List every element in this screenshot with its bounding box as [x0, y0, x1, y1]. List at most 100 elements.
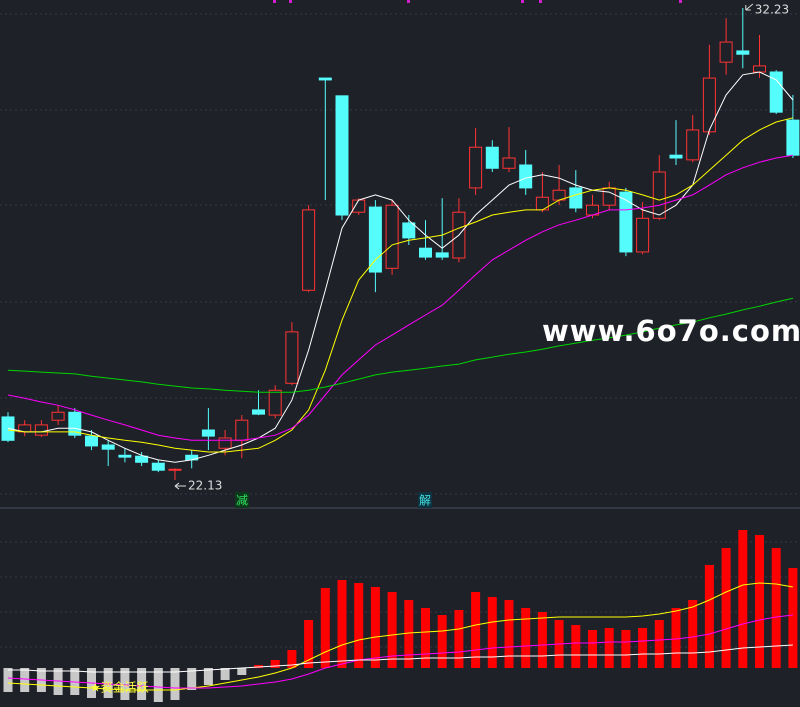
histogram-bar: [537, 612, 547, 668]
signal-box: [235, 492, 249, 508]
signal: 减: [236, 494, 248, 508]
histogram-bar: [187, 668, 197, 690]
candle-body: [636, 217, 650, 253]
histogram-bar: [270, 660, 280, 668]
candle-body: [569, 187, 583, 209]
histogram-bar: [153, 668, 163, 702]
candle-body: [602, 187, 616, 206]
candle-body: [469, 146, 483, 189]
histogram-bar: [621, 630, 631, 668]
histogram-bar: [688, 600, 698, 668]
indicator-title: ★资金活跃: [90, 680, 149, 695]
high-label: 32.23: [755, 2, 789, 16]
histogram-bar: [571, 625, 581, 668]
candle-body: [151, 462, 165, 471]
marker: [407, 0, 410, 3]
candle-body: [302, 209, 316, 291]
candle-body: [753, 65, 766, 73]
histogram-bar: [203, 668, 213, 685]
histogram-bar: [404, 600, 414, 668]
indicator-line: [7, 71, 794, 463]
marker: [289, 0, 292, 3]
candle-body: [719, 41, 733, 63]
candle-body: [519, 164, 533, 189]
candle-body: [34, 424, 48, 436]
candle-body: [218, 437, 232, 449]
candle-body: [68, 411, 82, 436]
candle-body: [786, 119, 800, 156]
histogram-bar: [471, 592, 481, 668]
histogram-bar: [671, 608, 681, 668]
low-label: 22.13: [188, 479, 222, 493]
top-markers: [273, 0, 682, 3]
candle-body: [335, 95, 349, 216]
histogram-bar: [771, 548, 781, 668]
candle-body: [736, 50, 750, 55]
candle-body: [318, 77, 332, 81]
histogram-bar: [387, 592, 397, 668]
indicator-line: [7, 297, 794, 393]
candle-body: [485, 146, 499, 169]
histogram-bar: [604, 628, 614, 668]
candle-body: [652, 171, 666, 219]
histogram-bar: [487, 597, 497, 668]
label-arrow: [745, 3, 754, 11]
candle-body: [101, 444, 115, 450]
candle-body: [686, 129, 700, 161]
histogram-bar: [120, 668, 130, 700]
candle-body: [702, 77, 716, 133]
candle-body: [368, 206, 382, 273]
candle-body: [201, 429, 215, 437]
candle-body: [252, 409, 265, 415]
histogram-bar: [170, 668, 180, 700]
indicator-line: [8, 644, 793, 673]
histogram-bar: [755, 535, 764, 668]
marker: [521, 0, 524, 3]
histogram-bar: [237, 668, 247, 675]
histogram-bar: [704, 565, 714, 668]
watermark: www.6o7o.com: [542, 314, 800, 348]
histogram-bar: [103, 668, 113, 698]
histogram-bar: [370, 587, 380, 668]
histogram-bar: [287, 650, 297, 668]
indicator-line: [7, 614, 793, 689]
histogram-bar: [504, 600, 514, 668]
candle-body: [135, 455, 149, 463]
histogram-bar: [20, 668, 30, 692]
candle-body: [419, 247, 432, 258]
histogram-bar: [137, 668, 147, 700]
candle-body: [235, 419, 249, 441]
indicator-line: [7, 582, 793, 691]
histogram-bar: [521, 608, 531, 668]
histogram-bar: [454, 610, 464, 668]
marker: [539, 0, 542, 3]
candle-body: [268, 389, 282, 416]
indicator-line: [7, 154, 793, 441]
candle-body: [85, 435, 98, 447]
histogram-bar: [354, 583, 364, 668]
candle-body: [118, 454, 132, 458]
label-arrow: [174, 482, 186, 490]
candle-body: [669, 154, 683, 159]
candle-body: [51, 411, 65, 421]
candle-body: [285, 331, 299, 384]
histogram-bar: [638, 628, 648, 668]
histogram-bar: [437, 615, 447, 668]
marker: [679, 0, 682, 3]
histogram-bar: [654, 620, 664, 668]
signal: 解: [419, 494, 431, 508]
candle-body: [352, 199, 366, 213]
histogram-bar: [738, 530, 748, 668]
histogram-bar: [788, 568, 798, 668]
histogram-bar: [721, 548, 731, 668]
histogram-bar: [220, 668, 230, 680]
candle-body: [385, 204, 399, 269]
histogram-bar: [320, 588, 330, 668]
candle-body: [502, 157, 516, 169]
marker: [273, 0, 276, 3]
candle-body: [619, 191, 633, 253]
